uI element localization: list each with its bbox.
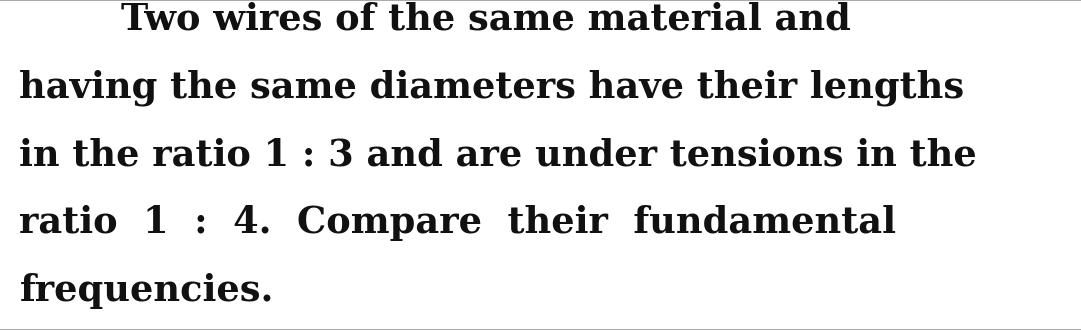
Text: frequencies.: frequencies. bbox=[19, 273, 273, 309]
Text: having the same diameters have their lengths: having the same diameters have their len… bbox=[19, 69, 964, 106]
Text: Two wires of the same material and: Two wires of the same material and bbox=[19, 2, 852, 38]
Text: in the ratio 1 : 3 and are under tensions in the: in the ratio 1 : 3 and are under tension… bbox=[19, 137, 977, 173]
Text: ratio  1  :  4.  Compare  their  fundamental: ratio 1 : 4. Compare their fundamental bbox=[19, 205, 896, 241]
